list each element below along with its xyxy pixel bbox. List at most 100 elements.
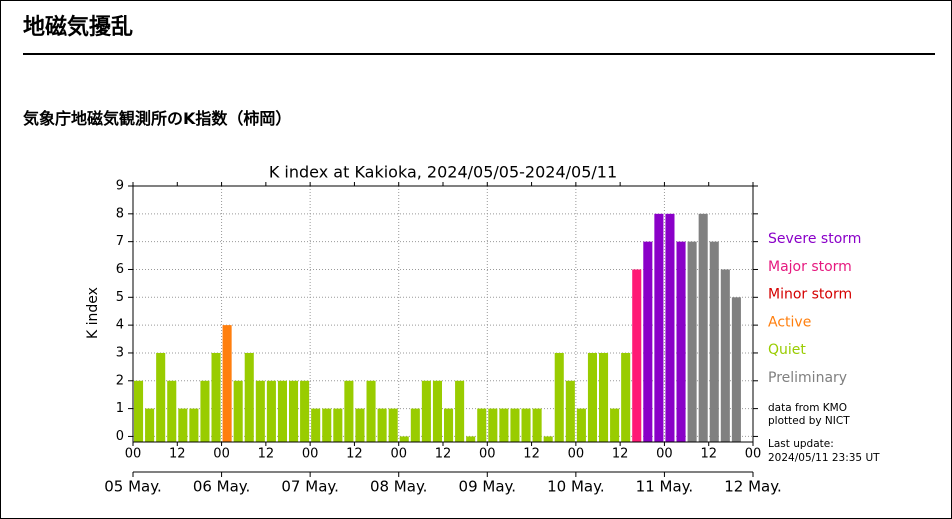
- bar: [366, 380, 376, 442]
- day-label: 07 May.: [281, 478, 339, 496]
- day-label: 10 May.: [547, 478, 605, 496]
- y-tick-label: 9: [116, 179, 124, 194]
- bar: [211, 352, 221, 442]
- bar: [576, 408, 586, 442]
- bar: [266, 380, 276, 442]
- y-axis-label: K index: [85, 287, 101, 339]
- bar: [355, 408, 365, 442]
- x-tick-label: 12: [700, 447, 717, 462]
- legend-entry: Severe storm: [768, 231, 861, 247]
- y-tick-label: 3: [116, 345, 124, 360]
- day-label: 08 May.: [370, 478, 428, 496]
- y-tick-label: 7: [116, 234, 124, 249]
- section-title: 気象庁地磁気観測所のK指数（柿岡）: [23, 109, 292, 128]
- bar: [255, 380, 265, 442]
- plot-frame: [132, 185, 754, 443]
- bar: [521, 408, 531, 442]
- x-tick-label: 00: [479, 447, 496, 462]
- day-label: 12 May.: [724, 478, 782, 496]
- bar: [532, 408, 542, 442]
- bar: [455, 380, 465, 442]
- bar: [200, 380, 210, 442]
- bar: [156, 352, 166, 442]
- bar: [189, 408, 199, 442]
- bar: [388, 408, 398, 442]
- y-tick-label: 6: [116, 262, 124, 277]
- bar: [222, 325, 232, 442]
- bar: [277, 380, 287, 442]
- bar: [698, 213, 708, 442]
- y-tick-label: 2: [116, 373, 124, 388]
- x-tick-label: 12: [346, 447, 363, 462]
- note: plotted by NICT: [768, 415, 850, 427]
- bar: [410, 408, 420, 442]
- bar: [587, 352, 597, 442]
- x-tick-label: 00: [656, 447, 673, 462]
- bar: [289, 380, 299, 442]
- divider: [23, 53, 935, 55]
- y-tick-label: 1: [116, 401, 124, 416]
- note: data from KMO: [768, 402, 847, 414]
- chart-title: K index at Kakioka, 2024/05/05-2024/05/1…: [269, 163, 617, 182]
- bar: [599, 352, 609, 442]
- bar: [676, 241, 686, 442]
- bar: [665, 213, 675, 442]
- x-tick-label: 12: [435, 447, 452, 462]
- bar: [488, 408, 498, 442]
- bar: [565, 380, 575, 442]
- update-time: 2024/05/11 23:35 UT: [768, 452, 880, 464]
- y-tick-label: 4: [116, 318, 124, 333]
- bar: [244, 352, 254, 442]
- x-tick-label: 12: [169, 447, 186, 462]
- x-tick-label: 12: [612, 447, 629, 462]
- bar: [421, 380, 431, 442]
- bar: [322, 408, 332, 442]
- x-tick-label: 00: [568, 447, 585, 462]
- bar: [432, 380, 442, 442]
- bar: [399, 436, 409, 442]
- bar: [499, 408, 509, 442]
- bar: [510, 408, 520, 442]
- bar: [654, 213, 664, 442]
- bar: [643, 241, 653, 442]
- page-title: 地磁気擾乱: [23, 15, 134, 40]
- legend-entry: Active: [768, 314, 811, 330]
- bar: [687, 241, 697, 442]
- bar: [344, 380, 354, 442]
- x-tick-label: 12: [258, 447, 275, 462]
- legend-entry: Major storm: [768, 259, 852, 275]
- x-tick-label: 00: [302, 447, 319, 462]
- bar: [610, 408, 620, 442]
- day-label: 06 May.: [193, 478, 251, 496]
- x-tick-label: 00: [390, 447, 407, 462]
- bar: [709, 241, 719, 442]
- bar: [621, 352, 631, 442]
- bar: [233, 380, 243, 442]
- bar: [377, 408, 387, 442]
- bar: [632, 269, 642, 442]
- legend-entry: Preliminary: [768, 370, 847, 386]
- legend-entry: Minor storm: [768, 287, 852, 303]
- bar: [554, 352, 564, 442]
- y-tick-label: 0: [116, 429, 124, 444]
- y-tick-label: 5: [116, 290, 124, 305]
- bar: [300, 380, 310, 442]
- day-label: 11 May.: [636, 478, 694, 496]
- bar: [333, 408, 343, 442]
- bar: [145, 408, 155, 442]
- day-label: 09 May.: [459, 478, 517, 496]
- bar: [466, 436, 476, 442]
- x-tick-label: 00: [745, 447, 762, 462]
- bar: [311, 408, 321, 442]
- day-label: 05 May.: [104, 478, 162, 496]
- bar: [444, 408, 454, 442]
- y-tick-label: 8: [116, 206, 124, 221]
- legend-entry: Quiet: [768, 342, 806, 358]
- bar: [178, 408, 188, 442]
- update-label: Last update:: [768, 438, 834, 450]
- bar: [167, 380, 177, 442]
- x-tick-label: 12: [523, 447, 540, 462]
- bar: [731, 297, 741, 442]
